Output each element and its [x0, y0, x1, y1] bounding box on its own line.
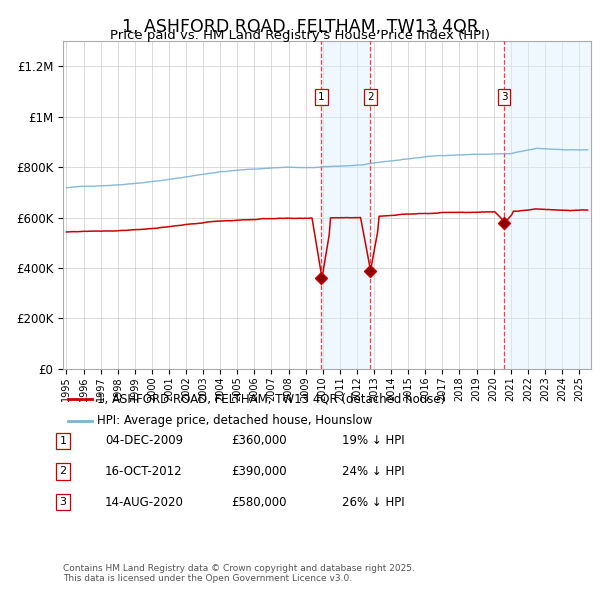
Text: 3: 3: [501, 91, 508, 101]
Text: 14-AUG-2020: 14-AUG-2020: [105, 496, 184, 509]
Text: 04-DEC-2009: 04-DEC-2009: [105, 434, 183, 447]
Text: Contains HM Land Registry data © Crown copyright and database right 2025.
This d: Contains HM Land Registry data © Crown c…: [63, 563, 415, 583]
Bar: [504, 41, 593, 369]
Text: 1: 1: [318, 91, 325, 101]
Text: 2: 2: [367, 91, 374, 101]
Text: Price paid vs. HM Land Registry's House Price Index (HPI): Price paid vs. HM Land Registry's House …: [110, 29, 490, 42]
Text: £390,000: £390,000: [231, 465, 287, 478]
Text: £580,000: £580,000: [231, 496, 287, 509]
Text: 1: 1: [59, 436, 67, 445]
Text: £360,000: £360,000: [231, 434, 287, 447]
Text: 2: 2: [59, 467, 67, 476]
Bar: [322, 41, 370, 369]
Text: 1, ASHFORD ROAD, FELTHAM, TW13 4QR (detached house): 1, ASHFORD ROAD, FELTHAM, TW13 4QR (deta…: [97, 392, 446, 405]
Text: 3: 3: [59, 497, 67, 507]
Text: HPI: Average price, detached house, Hounslow: HPI: Average price, detached house, Houn…: [97, 414, 373, 428]
Text: 24% ↓ HPI: 24% ↓ HPI: [342, 465, 404, 478]
Text: 26% ↓ HPI: 26% ↓ HPI: [342, 496, 404, 509]
Text: 1, ASHFORD ROAD, FELTHAM, TW13 4QR: 1, ASHFORD ROAD, FELTHAM, TW13 4QR: [122, 18, 478, 36]
Text: 19% ↓ HPI: 19% ↓ HPI: [342, 434, 404, 447]
Text: 16-OCT-2012: 16-OCT-2012: [105, 465, 182, 478]
